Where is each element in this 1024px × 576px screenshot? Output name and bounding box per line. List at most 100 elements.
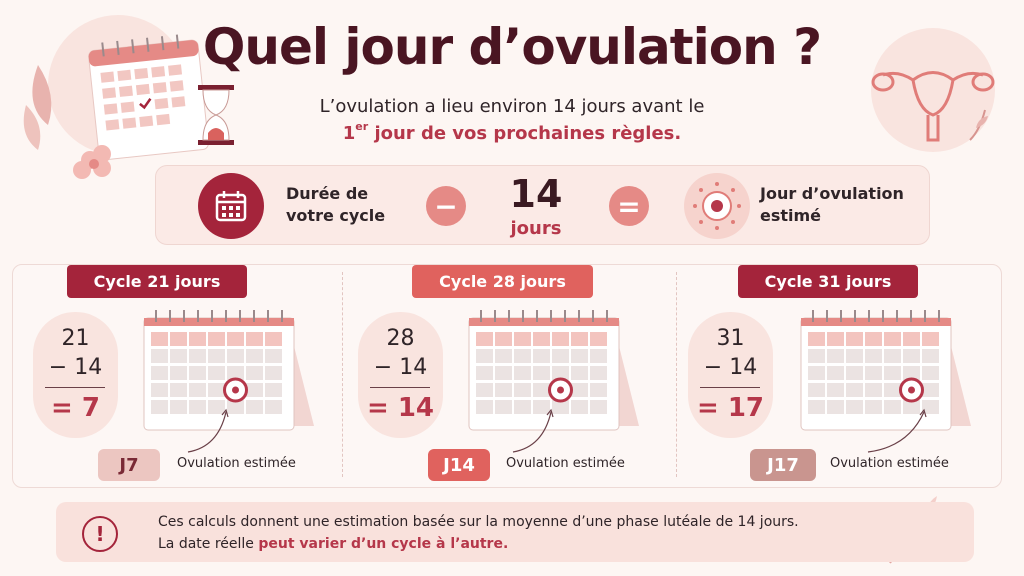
calendar-day-cell	[808, 366, 825, 380]
subtitle-ordinal-suffix: er	[355, 120, 369, 133]
calendar-day-cell	[170, 332, 187, 346]
uterus-illustration	[871, 28, 995, 152]
calendar-day-cell	[571, 383, 588, 397]
divider	[342, 272, 343, 477]
calendar-day-cell	[495, 400, 512, 414]
calendar-day-cell	[514, 400, 531, 414]
calendar-day-cell	[808, 383, 825, 397]
calendar-day-cell	[533, 400, 550, 414]
calendar-day-cell	[170, 349, 187, 363]
subtitle-rest: jour de vos prochaines règles.	[368, 123, 682, 144]
calendar-day-cell	[865, 349, 882, 363]
calendar-day-cell	[151, 366, 168, 380]
calendar-day-cell	[552, 366, 569, 380]
calendar-day-cell	[189, 332, 206, 346]
calendar-day-cell	[903, 366, 920, 380]
calendar-day-cell	[246, 332, 263, 346]
cycle-21-day-badge: J7	[98, 449, 160, 481]
calendar-day-cell	[227, 366, 244, 380]
calendar-day-cell	[151, 332, 168, 346]
ovulation-marker-dot	[232, 386, 239, 394]
calendar-day-cell	[865, 332, 882, 346]
calendar-day-cell	[922, 366, 939, 380]
calendar-day-cell	[922, 349, 939, 363]
calendar-day-cell	[846, 366, 863, 380]
calc-rule	[45, 387, 105, 388]
calendar-day-cell	[808, 400, 825, 414]
calendar-day-cell	[884, 400, 901, 414]
calendar-day-cell	[189, 383, 206, 397]
cycle-31-result: = 17	[696, 393, 765, 423]
calendar-day-cell	[151, 383, 168, 397]
disclaimer-line2: La date réelle peut varier d’un cycle à …	[158, 536, 508, 552]
calendar-day-cell	[208, 366, 225, 380]
calendar-day-cell	[884, 349, 901, 363]
calendar-day-cell	[476, 400, 493, 414]
divider	[676, 272, 677, 477]
cycle-31-calendar	[800, 310, 971, 431]
pointer-arrow	[187, 408, 229, 453]
calendar-day-cell	[865, 383, 882, 397]
cycle-28-result: = 14	[366, 393, 435, 423]
cycle-duration-line2: votre cycle	[286, 206, 386, 225]
calendar-day-cell	[533, 366, 550, 380]
calendar-day-cell	[865, 366, 882, 380]
cycle-31-minus: − 14	[703, 355, 758, 380]
calendar-day-cell	[533, 383, 550, 397]
calendar-day-cell	[571, 349, 588, 363]
calendar-day-cell	[827, 383, 844, 397]
calendar-day-cell	[476, 383, 493, 397]
calendar-day-cell	[827, 349, 844, 363]
calendar-day-cell	[208, 383, 225, 397]
cycle-28-caption: Ovulation estimée	[506, 456, 625, 471]
equals-sign: =	[609, 186, 649, 226]
calc-rule	[700, 387, 760, 388]
calendar-day-cell	[846, 383, 863, 397]
calendar-day-cell	[265, 383, 282, 397]
calendar-day-cell	[246, 383, 263, 397]
cycle-21-label: Cycle 21 jours	[67, 265, 247, 298]
cycle-31-calculation	[688, 312, 773, 438]
cycle-duration-line1: Durée de	[286, 184, 369, 203]
cycle-31-caption: Ovulation estimée	[830, 456, 949, 471]
cycle-28-label: Cycle 28 jours	[412, 265, 593, 298]
calendar-day-cell	[884, 366, 901, 380]
calendar-day-cell	[246, 349, 263, 363]
calendar-day-cell	[265, 332, 282, 346]
calendar-day-cell	[170, 383, 187, 397]
cycle-21-length: 21	[61, 326, 90, 351]
calendar-day-cell	[514, 332, 531, 346]
calendar-day-cell	[208, 400, 225, 414]
calendar-day-cell	[922, 332, 939, 346]
luteal-days-unit: jours	[510, 218, 562, 239]
calendar-day-cell	[846, 400, 863, 414]
calendar-day-cell	[208, 332, 225, 346]
ovulation-icon	[684, 173, 750, 239]
calendar-day-cell	[827, 332, 844, 346]
calendar-day-cell	[903, 400, 920, 414]
cycle-21-calculation	[33, 312, 118, 438]
pointer-arrow	[867, 408, 927, 453]
calendar-day-cell	[170, 366, 187, 380]
calendar-header	[801, 318, 951, 326]
calendar-day-cell	[884, 332, 901, 346]
calendar-day-cell	[227, 332, 244, 346]
calendar-day-cell	[922, 383, 939, 397]
subtitle-line2: 1er jour de vos prochaines règles.	[0, 120, 1024, 144]
calendar-day-cell	[514, 383, 531, 397]
calendar-day-cell	[189, 349, 206, 363]
cycle-28-length: 28	[386, 326, 415, 351]
disclaimer-panel	[56, 502, 974, 562]
disclaimer-line2-emphasis: peut varier d’un cycle à l’autre.	[258, 536, 509, 552]
calendar-day-cell	[495, 349, 512, 363]
calendar-day-cell	[189, 400, 206, 414]
calendar-day-cell	[571, 400, 588, 414]
calendar-day-cell	[189, 366, 206, 380]
calendar-day-cell	[903, 332, 920, 346]
calendar-day-cell	[227, 349, 244, 363]
calendar-day-cell	[590, 332, 607, 346]
cycle-21-minus: − 14	[48, 355, 103, 380]
calendar-icon	[198, 173, 264, 239]
calendar-day-cell	[590, 366, 607, 380]
warning-glyph: !	[95, 522, 105, 546]
